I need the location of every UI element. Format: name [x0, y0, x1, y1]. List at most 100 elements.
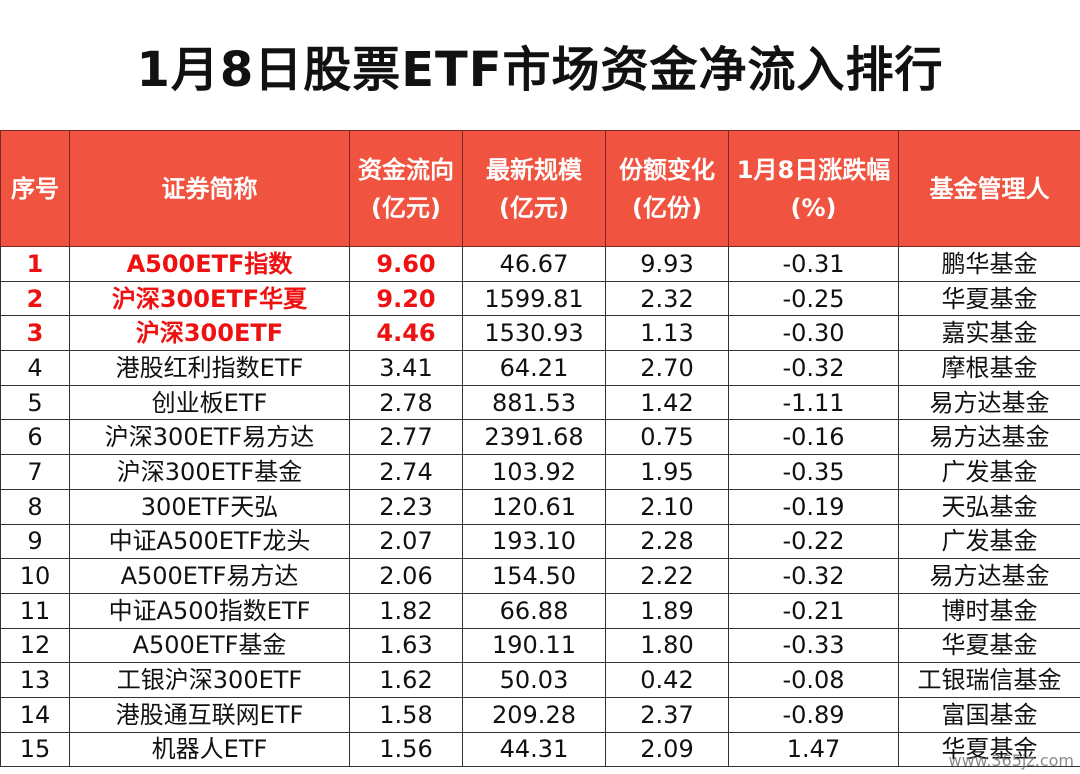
cell-rank: 4 — [0, 350, 70, 386]
table-row: 1 A500ETF指数 9.60 46.67 9.93 -0.31 鹏华基金 — [0, 246, 1080, 282]
cell-rank: 1 — [0, 246, 70, 282]
header-rank: 序号 — [0, 130, 70, 247]
cell-name: 沪深300ETF基金 — [69, 454, 350, 490]
cell-price-change: -0.16 — [728, 419, 899, 456]
cell-flow: 1.56 — [349, 731, 463, 768]
cell-name: 300ETF天弘 — [69, 488, 350, 525]
table-row: 8 300ETF天弘 2.23 120.61 2.10 -0.19 天弘基金 — [0, 488, 1080, 525]
cell-scale: 154.50 — [462, 558, 606, 594]
cell-price-change: -0.33 — [728, 627, 899, 664]
cell-share-change: 1.42 — [605, 384, 729, 421]
cell-rank: 10 — [0, 558, 70, 594]
cell-flow: 2.07 — [349, 523, 463, 560]
page-title: 1月8日股票ETF市场资金净流入排行 — [136, 42, 944, 98]
cell-manager: 摩根基金 — [898, 350, 1080, 386]
cell-manager: 工银瑞信基金 — [898, 662, 1080, 698]
cell-flow: 1.82 — [349, 592, 463, 629]
cell-share-change: 1.89 — [605, 592, 729, 629]
cell-name: 沪深300ETF华夏 — [69, 280, 350, 317]
cell-share-change: 0.75 — [605, 419, 729, 456]
cell-flow: 1.58 — [349, 696, 463, 733]
cell-manager: 博时基金 — [898, 592, 1080, 629]
header-share-change: 份额变化 (亿份) — [605, 130, 729, 247]
cell-price-change: -0.30 — [728, 315, 899, 352]
cell-flow: 9.60 — [349, 246, 463, 282]
cell-price-change: -0.31 — [728, 246, 899, 282]
cell-name: 港股红利指数ETF — [69, 350, 350, 386]
cell-name: A500ETF指数 — [69, 246, 350, 282]
table-row: 10 A500ETF易方达 2.06 154.50 2.22 -0.32 易方达基金 — [0, 558, 1080, 594]
cell-share-change: 2.70 — [605, 350, 729, 386]
table-row: 4 港股红利指数ETF 3.41 64.21 2.70 -0.32 摩根基金 — [0, 350, 1080, 386]
table-row: 9 中证A500ETF龙头 2.07 193.10 2.28 -0.22 广发基金 — [0, 523, 1080, 560]
table-row: 11 中证A500指数ETF 1.82 66.88 1.89 -0.21 博时基金 — [0, 592, 1080, 629]
cell-manager: 华夏基金 — [898, 627, 1080, 664]
cell-share-change: 2.37 — [605, 696, 729, 733]
table-row: 12 A500ETF基金 1.63 190.11 1.80 -0.33 华夏基金 — [0, 627, 1080, 664]
header-manager: 基金管理人 — [898, 130, 1080, 247]
cell-price-change: -0.19 — [728, 488, 899, 525]
cell-rank: 11 — [0, 592, 70, 629]
cell-price-change: 1.47 — [728, 731, 899, 768]
cell-manager: 嘉实基金 — [898, 315, 1080, 352]
cell-scale: 44.31 — [462, 731, 606, 768]
cell-share-change: 1.13 — [605, 315, 729, 352]
cell-rank: 3 — [0, 315, 70, 352]
cell-share-change: 1.80 — [605, 627, 729, 664]
cell-scale: 64.21 — [462, 350, 606, 386]
table-row: 6 沪深300ETF易方达 2.77 2391.68 0.75 -0.16 易方达基金 — [0, 419, 1080, 456]
table-row: 15 机器人ETF 1.56 44.31 2.09 1.47 华夏基金 — [0, 731, 1080, 768]
cell-flow: 2.77 — [349, 419, 463, 456]
cell-scale: 1530.93 — [462, 315, 606, 352]
cell-flow: 4.46 — [349, 315, 463, 352]
table-header-row: 序号 证券简称 资金流向 (亿元) 最新规模 (亿元) 份额变化 (亿份) 1月8日涨… — [0, 130, 1080, 247]
cell-scale: 1599.81 — [462, 280, 606, 317]
cell-flow: 3.41 — [349, 350, 463, 386]
cell-manager: 天弘基金 — [898, 488, 1080, 525]
cell-manager: 华夏基金 — [898, 731, 1080, 768]
cell-share-change: 0.42 — [605, 662, 729, 698]
cell-share-change: 2.32 — [605, 280, 729, 317]
etf-ranking-table: 序号 证券简称 资金流向 (亿元) 最新规模 (亿元) 份额变化 (亿份) 1月8日涨… — [0, 130, 1080, 768]
cell-flow: 2.06 — [349, 558, 463, 594]
cell-manager: 鹏华基金 — [898, 246, 1080, 282]
cell-scale: 46.67 — [462, 246, 606, 282]
cell-name: A500ETF易方达 — [69, 558, 350, 594]
cell-price-change: -0.21 — [728, 592, 899, 629]
cell-flow: 2.23 — [349, 488, 463, 525]
cell-scale: 881.53 — [462, 384, 606, 421]
cell-price-change: -0.08 — [728, 662, 899, 698]
cell-rank: 14 — [0, 696, 70, 733]
cell-share-change: 2.28 — [605, 523, 729, 560]
cell-name: 机器人ETF — [69, 731, 350, 768]
cell-price-change: -0.32 — [728, 558, 899, 594]
cell-rank: 7 — [0, 454, 70, 490]
cell-share-change: 1.95 — [605, 454, 729, 490]
cell-share-change: 2.09 — [605, 731, 729, 768]
cell-rank: 6 — [0, 419, 70, 456]
cell-scale: 103.92 — [462, 454, 606, 490]
cell-manager: 富国基金 — [898, 696, 1080, 733]
cell-rank: 15 — [0, 731, 70, 768]
header-price-change: 1月8日涨跌幅 (%) — [728, 130, 899, 247]
cell-price-change: -0.89 — [728, 696, 899, 733]
cell-flow: 1.62 — [349, 662, 463, 698]
cell-manager: 华夏基金 — [898, 280, 1080, 317]
cell-manager: 易方达基金 — [898, 384, 1080, 421]
cell-scale: 193.10 — [462, 523, 606, 560]
cell-flow: 2.74 — [349, 454, 463, 490]
cell-name: 工银沪深300ETF — [69, 662, 350, 698]
cell-rank: 13 — [0, 662, 70, 698]
table-row: 2 沪深300ETF华夏 9.20 1599.81 2.32 -0.25 华夏基金 — [0, 280, 1080, 317]
cell-manager: 易方达基金 — [898, 558, 1080, 594]
table-row: 7 沪深300ETF基金 2.74 103.92 1.95 -0.35 广发基金 — [0, 454, 1080, 490]
cell-rank: 12 — [0, 627, 70, 664]
cell-scale: 50.03 — [462, 662, 606, 698]
cell-scale: 120.61 — [462, 488, 606, 525]
cell-scale: 66.88 — [462, 592, 606, 629]
cell-rank: 9 — [0, 523, 70, 560]
cell-manager: 易方达基金 — [898, 419, 1080, 456]
cell-name: 中证A500指数ETF — [69, 592, 350, 629]
cell-price-change: -0.22 — [728, 523, 899, 560]
cell-name: 沪深300ETF易方达 — [69, 419, 350, 456]
